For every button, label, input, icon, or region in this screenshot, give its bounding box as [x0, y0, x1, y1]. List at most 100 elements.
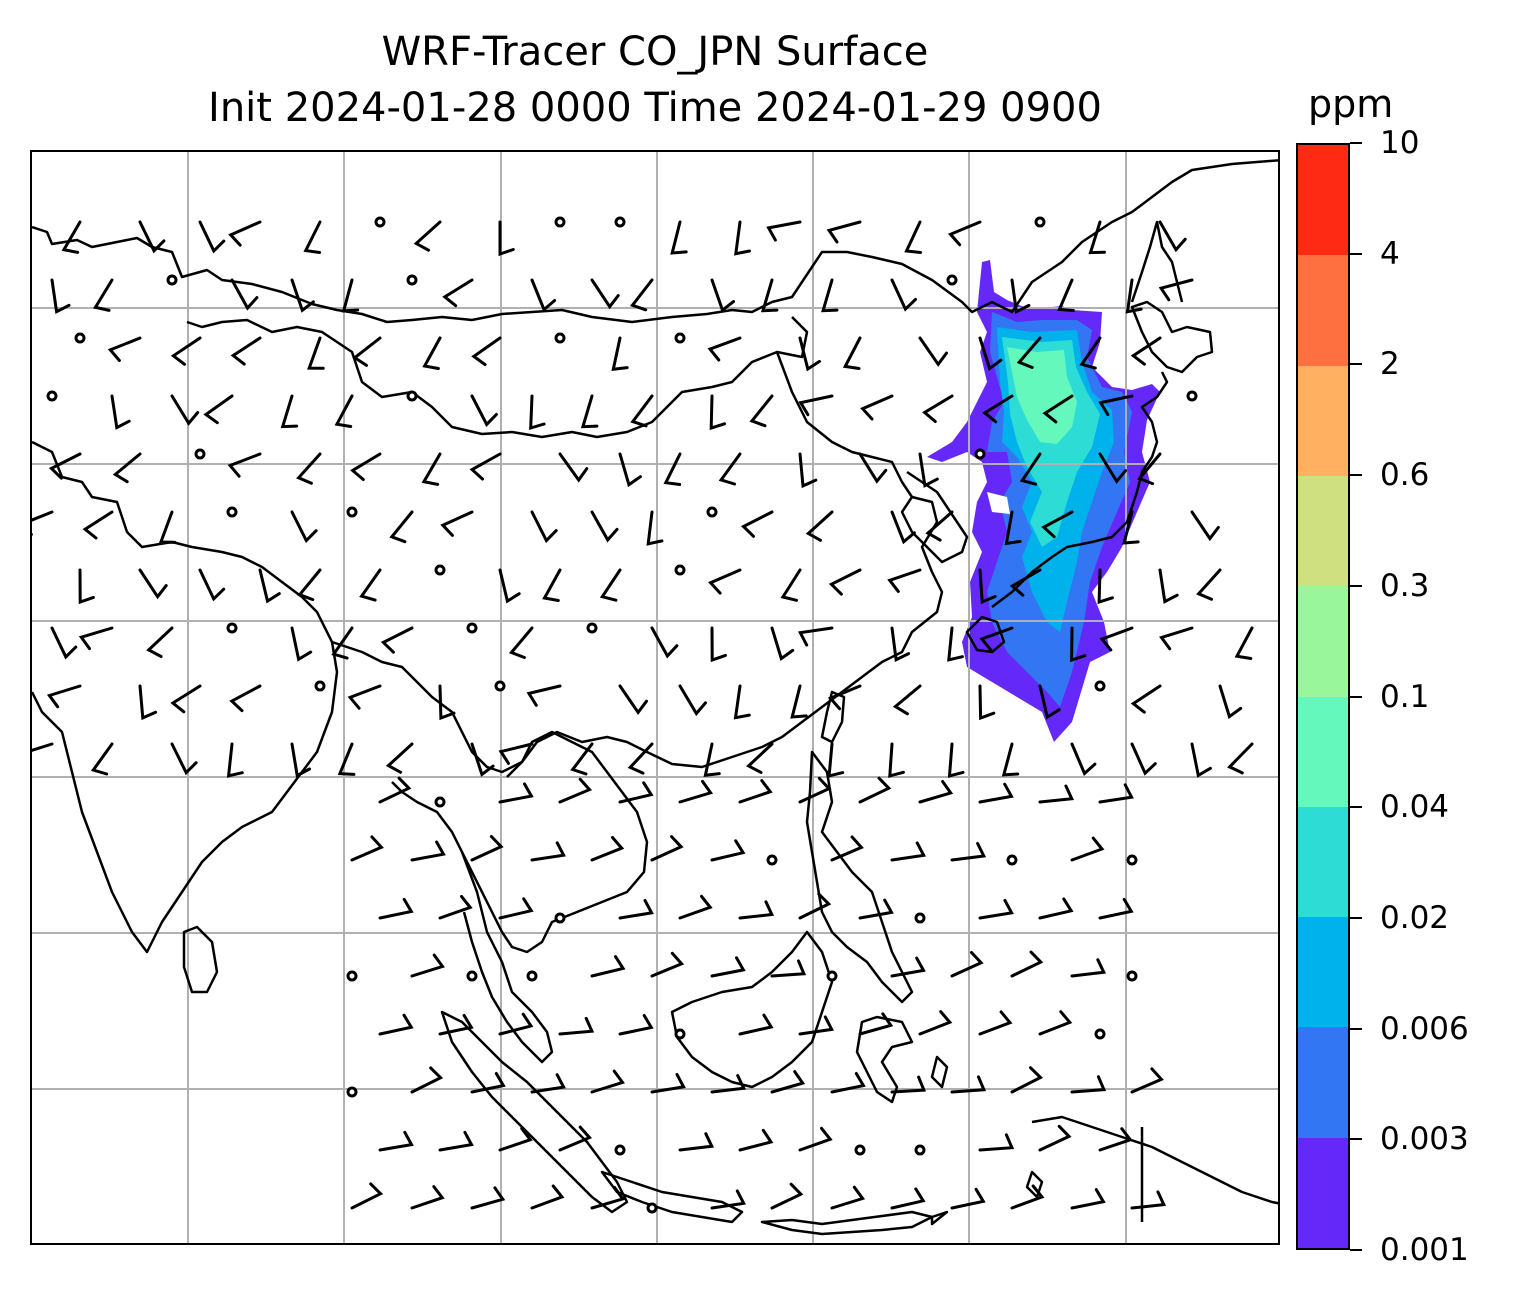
calm-circle [706, 506, 718, 518]
wind-barb [738, 900, 775, 920]
wind-barb [378, 1130, 414, 1152]
wind-barb [798, 394, 834, 417]
wind-barb [558, 1016, 595, 1036]
wind-barb [303, 220, 322, 254]
wind-barb [413, 220, 442, 252]
wind-barb [226, 742, 244, 778]
colorbar-tick [1350, 584, 1362, 587]
map-canvas [32, 152, 1278, 1243]
calm-circle [466, 970, 478, 982]
calm-circle [554, 332, 566, 344]
wind-barb [470, 1072, 506, 1094]
wind-barb [385, 742, 414, 774]
wind-barb [1099, 626, 1134, 652]
wind-barb [1190, 510, 1220, 542]
wind-barb [1038, 1010, 1073, 1036]
wind-barb [1227, 742, 1254, 775]
colorbar-segment [1298, 1137, 1348, 1248]
wind-barb [650, 835, 684, 862]
colorbar-tick [1350, 142, 1362, 144]
wind-barb [978, 684, 996, 721]
wind-barb [790, 684, 808, 719]
wind-barb [1041, 510, 1074, 539]
wind-barb [82, 510, 114, 540]
wind-barb [1088, 220, 1106, 255]
wind-barb [858, 452, 888, 484]
wind-barb [707, 336, 742, 362]
wind-barb [618, 781, 654, 804]
wind-barb [438, 1013, 474, 1036]
wind-barb [530, 278, 557, 313]
coastlines-and-borders [32, 159, 1278, 1236]
wind-barb [50, 626, 78, 660]
wind-barb [440, 510, 474, 537]
wind-barb [410, 840, 446, 862]
wind-barb [1070, 626, 1087, 663]
calm-circle [766, 854, 778, 866]
plume-gap [987, 492, 1010, 514]
wind-barb [1010, 1066, 1044, 1094]
wind-barb [1137, 452, 1162, 486]
wind-barb [470, 742, 495, 777]
calm-circle [854, 1144, 866, 1156]
wind-barb [798, 1126, 833, 1152]
wind-barb [590, 1069, 625, 1094]
map-panel [30, 150, 1280, 1245]
wind-barb [1004, 510, 1022, 546]
coast-lesser-sunda [760, 1210, 934, 1236]
colorbar-tick [1350, 1249, 1362, 1251]
wind-barb [258, 568, 281, 604]
calm-circle [1094, 680, 1106, 692]
wind-barb [508, 626, 534, 659]
wind-barb [890, 956, 926, 978]
wind-barb [770, 1182, 804, 1210]
wind-barb [230, 336, 262, 366]
wind-barb [1098, 452, 1128, 484]
wind-barb [498, 1012, 534, 1036]
wind-barb [350, 452, 382, 481]
calm-circle [466, 622, 478, 634]
wind-barb [890, 278, 917, 312]
colorbar-segment [1298, 806, 1348, 918]
coast-timor [930, 1210, 949, 1226]
wind-barb [925, 510, 954, 542]
wind-barb [627, 742, 654, 775]
coast-korea [900, 470, 969, 564]
calm-circle [674, 564, 686, 576]
colorbar-tick-label: 0.04 [1380, 789, 1450, 826]
calm-circle [1126, 854, 1138, 866]
wind-barb [138, 220, 166, 254]
wind-barb [646, 510, 664, 546]
wind-barb [138, 568, 168, 600]
colorbar-tick-label: 0.003 [1380, 1121, 1469, 1158]
wind-barb [618, 452, 642, 488]
coast-china-east [506, 351, 944, 778]
wind-barb [821, 278, 839, 313]
wind-barb [530, 1073, 566, 1094]
wind-barb [1009, 568, 1042, 597]
wind-barb [380, 626, 414, 654]
wind-barb [618, 1014, 654, 1036]
calm-circle [1034, 216, 1046, 228]
wind-barb [203, 394, 234, 425]
wind-barb [770, 959, 807, 978]
colorbar-tick [1350, 252, 1362, 255]
wind-barb [1001, 742, 1020, 777]
wind-barb [830, 1072, 866, 1094]
wind-barb [1122, 510, 1140, 545]
coast-new-guinea [1031, 1115, 1278, 1205]
wind-barb [710, 278, 735, 313]
coast-malay-peninsula [460, 851, 554, 1064]
wind-barb [170, 684, 202, 714]
wind-barb [350, 1182, 384, 1210]
wind-barb [530, 841, 566, 862]
calm-circle [674, 332, 686, 344]
wind-barb [1196, 568, 1222, 601]
colorbar-tick [1350, 474, 1362, 477]
wind-barb [389, 510, 414, 544]
coast-honshu [991, 371, 1169, 608]
colorbar-tick-label: 2 [1380, 346, 1400, 383]
calm-circle [1186, 390, 1198, 402]
wind-barb [703, 742, 721, 778]
wind-barb [1038, 897, 1074, 920]
